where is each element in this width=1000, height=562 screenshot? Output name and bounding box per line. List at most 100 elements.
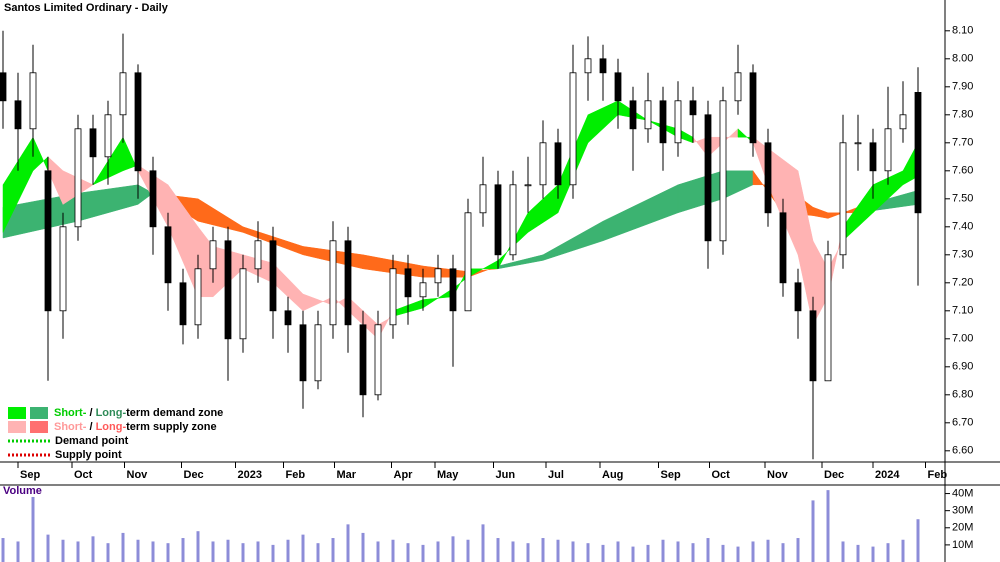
volume-bar [331, 538, 335, 562]
legend-swatch [8, 421, 26, 433]
volume-bar [196, 531, 200, 562]
x-tick-label: Dec [824, 469, 844, 481]
y-tick-label: 30M [952, 505, 973, 517]
candle-body [374, 324, 382, 396]
x-tick-label: Sep [20, 469, 40, 481]
candle-body [749, 72, 757, 144]
x-tick-label: Apr [394, 469, 414, 481]
volume-bar [751, 541, 755, 562]
candle-body [809, 310, 817, 382]
y-tick-label: 7.90 [952, 81, 973, 93]
y-tick-label: 20M [952, 522, 973, 534]
candle-body [539, 142, 547, 186]
legend-text: / [86, 421, 95, 433]
candle-body [419, 282, 427, 298]
candle-body [269, 240, 277, 312]
x-tick-label: Nov [127, 469, 149, 481]
candle-body [644, 100, 652, 130]
volume-bar [601, 544, 605, 562]
volume-bar [631, 546, 635, 562]
volume-bar [721, 544, 725, 562]
volume-bar [511, 541, 515, 562]
candle-body [599, 58, 607, 74]
candle-body [689, 100, 697, 116]
volume-bar [451, 536, 455, 562]
legend-text: Long- [96, 407, 127, 419]
volume-bar [436, 541, 440, 562]
legend-label: Supply point [55, 449, 122, 461]
candle-body [59, 226, 67, 312]
candle-body [449, 268, 457, 312]
candle-body [479, 184, 487, 214]
y-tick-label: 6.70 [952, 417, 973, 429]
volume-bar [31, 496, 35, 562]
volume-bar [766, 539, 770, 562]
y-tick-label: 7.30 [952, 249, 973, 261]
candle-body [899, 114, 907, 130]
candle-body [329, 240, 337, 326]
volume-bar [661, 539, 665, 562]
volume-bar [901, 539, 905, 562]
candle-body [674, 100, 682, 144]
volume-bar [556, 539, 560, 562]
volume-bar [181, 538, 185, 562]
legend-text: term demand zone [126, 407, 223, 419]
candle-body [614, 72, 622, 102]
candle-body [74, 128, 82, 228]
volume-bar [136, 539, 140, 562]
volume-bar [226, 539, 230, 562]
y-tick-label: 40M [952, 487, 973, 499]
x-tick-label: Oct [712, 469, 731, 481]
legend-text: Supply point [55, 449, 122, 461]
volume-bar [241, 543, 245, 562]
candle-body [149, 170, 157, 228]
legend-text: Demand point [55, 435, 129, 447]
candle-body [314, 324, 322, 382]
volume-bar [826, 490, 830, 562]
volume-bar [706, 538, 710, 562]
volume-bar [16, 541, 20, 562]
y-tick-label: 7.80 [952, 109, 973, 121]
volume-bar [301, 534, 305, 562]
volume-bar [811, 500, 815, 562]
volume-bar [256, 541, 260, 562]
candle-body [239, 268, 247, 340]
y-tick-label: 7.60 [952, 165, 973, 177]
volume-bar [526, 543, 530, 562]
y-tick-label: 8.10 [952, 25, 973, 37]
legend-text: / [86, 407, 95, 419]
legend-label: Short- / Long-term supply zone [54, 421, 217, 433]
candle-body [254, 240, 262, 270]
candle-body [344, 240, 352, 326]
candle-body [224, 240, 232, 340]
y-tick-label: 6.90 [952, 361, 973, 373]
volume-bar [796, 538, 800, 562]
candle-body [359, 324, 367, 396]
candle-body [89, 128, 97, 158]
volume-bar [271, 544, 275, 562]
x-tick-label: Feb [928, 469, 948, 481]
volume-bar [466, 539, 470, 562]
candle-body [719, 100, 727, 242]
candle-body [794, 282, 802, 312]
legend-swatch [30, 421, 48, 433]
candle-body [779, 212, 787, 284]
y-tick-label: 7.10 [952, 305, 973, 317]
candle-body [404, 268, 412, 298]
candle-body [734, 72, 742, 102]
volume-bar [151, 541, 155, 562]
volume-bar [211, 541, 215, 562]
candle-body [29, 72, 37, 130]
volume-bar [586, 543, 590, 562]
legend-swatch [30, 407, 48, 419]
candle-body [179, 282, 187, 326]
candle-body [629, 100, 637, 130]
volume-bar [166, 543, 170, 562]
x-tick-label: May [437, 469, 459, 481]
volume-bar [91, 536, 95, 562]
candle-body [104, 114, 112, 158]
x-tick-label: Aug [602, 469, 623, 481]
x-tick-label: Jul [548, 469, 564, 481]
legend-swatch [8, 407, 26, 419]
